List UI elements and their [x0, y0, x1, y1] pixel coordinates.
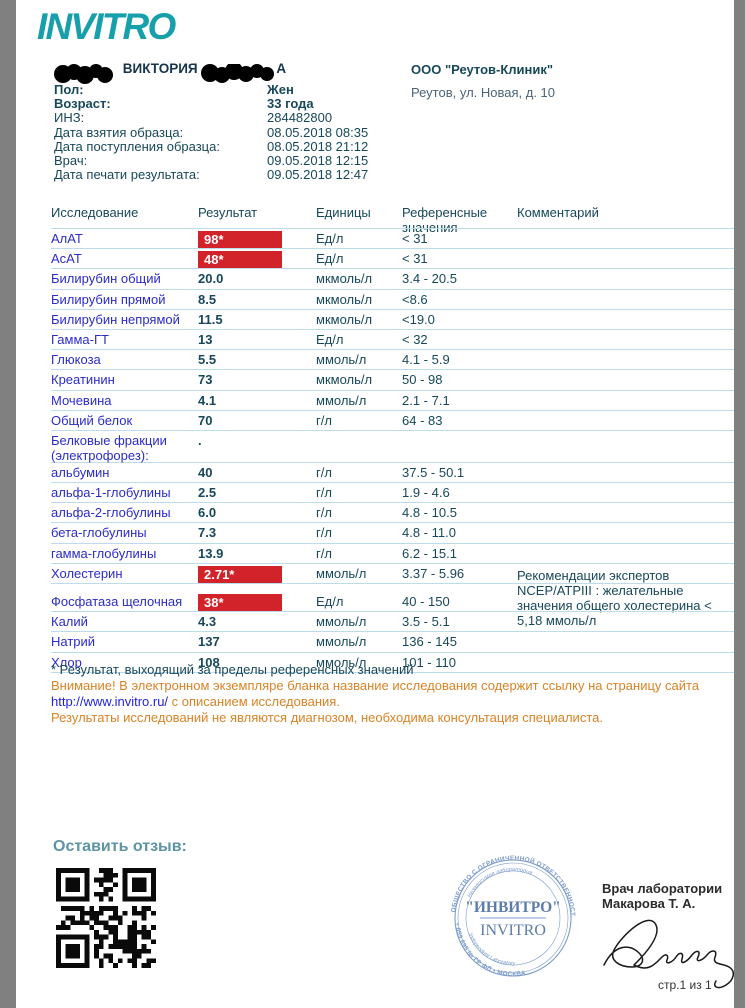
svg-text:"ИНВИТРО": "ИНВИТРО": [465, 899, 561, 916]
svg-text:INVITRO: INVITRO: [480, 922, 546, 939]
